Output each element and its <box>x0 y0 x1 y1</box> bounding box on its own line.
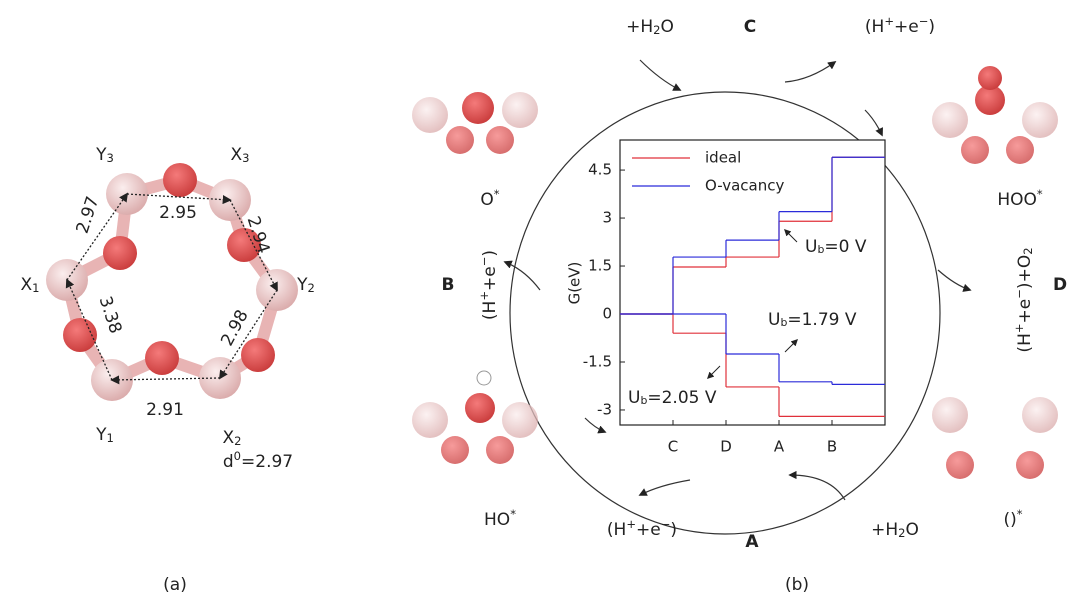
y-tick-label: 3 <box>602 209 612 227</box>
reactant-label: +H2O <box>871 520 919 540</box>
text-part: (H <box>607 520 626 540</box>
text-part: Y <box>296 275 308 295</box>
text-part: HO <box>484 510 510 530</box>
text-part: − <box>919 14 929 28</box>
text-part: 2 <box>1021 247 1035 254</box>
x-tick-label: C <box>668 438 678 456</box>
text-part: 3 <box>242 151 249 165</box>
text-part: +H <box>626 17 653 37</box>
text-part: O <box>906 520 919 540</box>
y-tick-label: 4.5 <box>588 161 612 179</box>
text-part: ) <box>928 17 935 37</box>
text-part: 1 <box>107 431 114 445</box>
distance-label: 2.97 <box>73 194 104 236</box>
text-part: * <box>1037 187 1043 201</box>
reactant-label: (H++e−)+O2 <box>1012 247 1035 352</box>
text-part: * <box>494 187 500 201</box>
text-part: HOO <box>997 190 1037 210</box>
text-part: + <box>626 517 636 531</box>
distance-label: 2.91 <box>146 400 184 420</box>
text-part: 1 <box>32 281 39 295</box>
reactant-label: +H2O <box>626 17 674 37</box>
text-part: +e <box>894 17 919 37</box>
text-part: U <box>805 237 817 257</box>
distance-label: 2.95 <box>159 203 197 223</box>
text-part: Y <box>95 145 107 165</box>
text-part: 3 <box>107 151 114 165</box>
text-part: (H <box>1015 333 1035 352</box>
text-part: (H <box>480 301 500 320</box>
text-part: + <box>1012 323 1026 333</box>
legend-label: ideal <box>705 149 741 167</box>
x-tick-label: B <box>827 438 837 456</box>
annotation: Ub=0 V <box>805 237 867 257</box>
text-part: 2 <box>308 281 315 295</box>
legend-label: O-vacancy <box>705 177 784 195</box>
y-tick-label: 0 <box>602 305 612 323</box>
y-tick-label: 1.5 <box>588 257 612 275</box>
text-part: 2 <box>898 526 905 540</box>
reactant-label: (H++e−) <box>477 250 500 320</box>
step-label: B <box>442 275 455 295</box>
reactant-label: (H++e−) <box>865 14 935 37</box>
atom-label: Y2 <box>296 275 315 295</box>
y-tick-label: -3 <box>597 400 612 418</box>
x-tick-label: D <box>720 438 732 456</box>
atom-label: X2 <box>222 428 241 448</box>
species-label: O* <box>480 187 499 210</box>
species-label: ()* <box>1003 507 1022 530</box>
text-part: * <box>1017 507 1023 521</box>
atom-label: X1 <box>20 275 39 295</box>
step-label: D <box>1053 275 1067 295</box>
text-part: 2 <box>234 434 241 448</box>
text-part: (H <box>865 17 884 37</box>
text-part: O <box>661 17 674 37</box>
reactant-label: (H++e−) <box>607 517 677 540</box>
text-part: * <box>510 507 516 521</box>
text-part: =1.79 V <box>787 310 856 330</box>
text-part: =0 V <box>824 237 866 257</box>
text-part: +H <box>871 520 898 540</box>
panel-label: (a) <box>163 575 187 595</box>
text-part: ) <box>480 250 500 257</box>
species-label: HOO* <box>997 187 1043 210</box>
text-part: )+O <box>1015 255 1035 289</box>
text-part: d <box>223 452 234 472</box>
y-axis-label: G(eV) <box>566 262 584 305</box>
text-part: 0 <box>234 449 241 463</box>
text-part: − <box>477 257 491 267</box>
text-part: +e <box>1015 299 1035 324</box>
y-tick-label: -1.5 <box>583 352 612 370</box>
atom-label: X3 <box>230 145 249 165</box>
text-part: X <box>20 275 32 295</box>
text-part: =2.05 V <box>647 388 716 408</box>
figure: 4.5 3 1.5 0 -1.5 -3 C D A B G(eV) ideal O-vacancy (a… <box>0 0 1069 600</box>
text-part: U <box>768 310 780 330</box>
atom-label: Y3 <box>95 145 114 165</box>
text-part: + <box>884 14 894 28</box>
text-part: − <box>661 517 671 531</box>
text-part: () <box>1003 510 1016 530</box>
text-part: X <box>222 428 234 448</box>
text-part: + <box>477 291 491 301</box>
text-part: +e <box>636 520 661 540</box>
text-part: +e <box>480 266 500 291</box>
panel-label: (b) <box>785 575 809 595</box>
text-part: Y <box>95 425 107 445</box>
text-part: − <box>1012 289 1026 299</box>
atom-label: Y1 <box>95 425 114 445</box>
x-tick-label: A <box>774 438 785 456</box>
text-part: U <box>628 388 640 408</box>
step-label: A <box>745 532 759 552</box>
distance-label: 3.38 <box>95 294 126 336</box>
text-part: =2.97 <box>241 452 293 472</box>
text-part: ) <box>670 520 677 540</box>
text-part: X <box>230 145 242 165</box>
d0-label: d0=2.97 <box>223 449 293 472</box>
text-part: 2 <box>653 23 660 37</box>
text-part: O <box>480 190 493 210</box>
step-label: C <box>744 17 756 37</box>
species-label: HO* <box>484 507 516 530</box>
